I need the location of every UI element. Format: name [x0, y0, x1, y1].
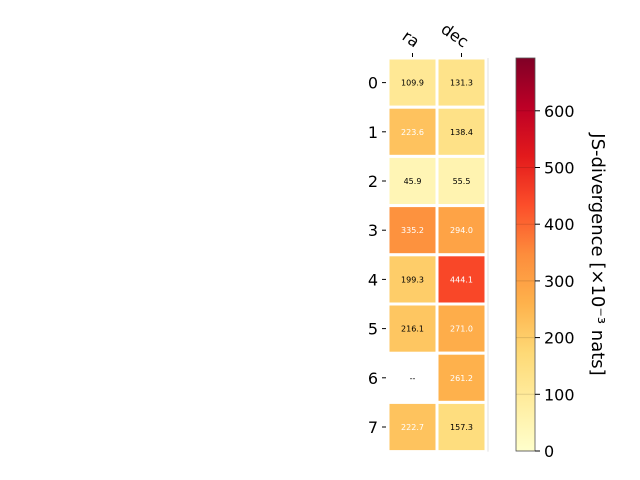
- cell-value-label: 45.9: [404, 177, 422, 186]
- heatmap-cell: [435, 204, 488, 257]
- colorbar-tick-label: 0: [544, 442, 554, 461]
- colorbar-tick-label: 100: [544, 385, 575, 404]
- heatmap-cell: [435, 253, 488, 306]
- colorbar-tick-label: 400: [544, 215, 575, 234]
- heatmap-grid: 109.9 131.3 223.6 138.4 45.9 55.5 335.2 294.0 19…: [368, 19, 489, 454]
- heatmap-cell: [386, 56, 439, 109]
- column-tick-label: dec: [438, 19, 472, 51]
- heatmap-cell: [386, 400, 439, 454]
- heatmap-cell: [386, 302, 439, 355]
- row-tick-label: 4: [368, 270, 378, 289]
- row-tick-label: 0: [368, 74, 378, 93]
- row-tick-label: 1: [368, 123, 378, 142]
- colorbar-tick-label: 600: [544, 102, 575, 121]
- cell-value-label: 222.7: [401, 423, 424, 432]
- row-tick-label: 7: [368, 418, 378, 437]
- cell-value-label: 199.3: [401, 275, 424, 284]
- cell-value-label: --: [410, 374, 416, 383]
- column-tick-label: ra: [399, 26, 423, 51]
- heatmap-cell: [435, 56, 488, 109]
- cell-value-label: 109.9: [401, 79, 424, 88]
- colorbar-gradient: [515, 57, 536, 452]
- cell-value-label: 55.5: [453, 177, 471, 186]
- row-tick-label: 3: [368, 221, 378, 240]
- colorbar-label: JS-divergence [×10⁻³ nats]: [587, 132, 608, 375]
- row-tick-label: 2: [368, 172, 378, 191]
- colorbar-tick-label: 300: [544, 272, 575, 291]
- cell-value-label: 444.1: [450, 275, 473, 284]
- heatmap-cell: [435, 302, 488, 355]
- cell-value-label: 131.3: [450, 79, 473, 88]
- cell-value-label: 271.0: [450, 325, 473, 334]
- cell-value-label: 294.0: [450, 226, 473, 235]
- cell-value-label: 223.6: [401, 128, 424, 137]
- heatmap-cell: [435, 400, 488, 454]
- cell-value-label: 138.4: [450, 128, 473, 137]
- cell-value-label: 261.2: [450, 374, 473, 383]
- cell-value-label: 335.2: [401, 226, 424, 235]
- cell-value-label: 157.3: [450, 423, 473, 432]
- cell-value-label: 216.1: [401, 325, 424, 334]
- colorbar-tick-label: 200: [544, 329, 575, 348]
- colorbar: 0 100 200 300 400 500 600 JS-divergence [×10⁻³ …: [515, 57, 608, 461]
- row-tick-label: 5: [368, 320, 378, 339]
- colorbar-tick-label: 500: [544, 158, 575, 177]
- row-tick-label: 6: [368, 369, 378, 388]
- heatmap-cell: [386, 105, 439, 158]
